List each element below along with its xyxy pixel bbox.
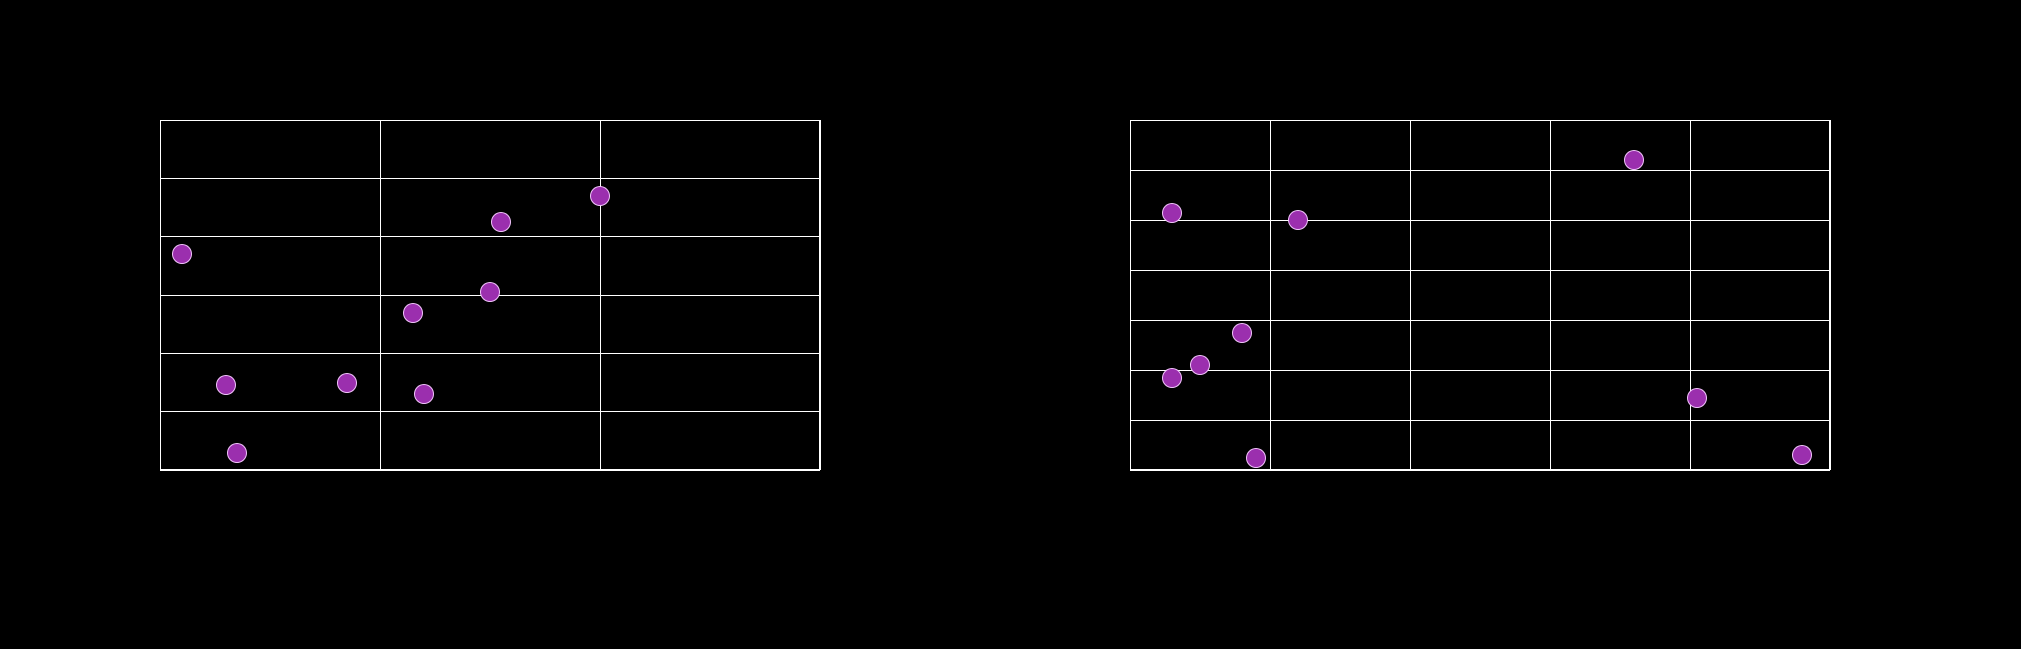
data-point xyxy=(404,304,422,322)
gridline-v xyxy=(1550,120,1551,470)
plot-area-right xyxy=(1130,120,1830,470)
data-point xyxy=(173,245,191,263)
gridline-h xyxy=(1130,320,1830,321)
gridline-h xyxy=(1130,220,1830,221)
data-point xyxy=(228,444,246,462)
data-point xyxy=(1289,211,1307,229)
data-point xyxy=(217,376,235,394)
gridline-v xyxy=(600,120,601,470)
gridline-h xyxy=(160,411,820,412)
gridline-h xyxy=(160,236,820,237)
data-point xyxy=(481,283,499,301)
data-point xyxy=(1191,356,1209,374)
gridline-v xyxy=(160,120,161,470)
gridline-v xyxy=(820,120,821,470)
data-point xyxy=(1688,389,1706,407)
gridline-v xyxy=(1270,120,1271,470)
gridline-h xyxy=(160,120,820,121)
gridline-v xyxy=(1830,120,1831,470)
data-point xyxy=(1163,369,1181,387)
plot-area-left xyxy=(160,120,820,470)
gridline-h xyxy=(160,178,820,179)
gridline-v xyxy=(1130,120,1131,470)
figure-canvas xyxy=(0,0,2021,649)
gridline-v xyxy=(1410,120,1411,470)
gridline-h xyxy=(1130,170,1830,171)
gridline-h xyxy=(160,353,820,354)
gridline-v xyxy=(1690,120,1691,470)
gridline-v xyxy=(380,120,381,470)
gridline-h xyxy=(1130,470,1830,471)
data-point xyxy=(415,385,433,403)
data-point xyxy=(1793,446,1811,464)
data-point xyxy=(492,213,510,231)
gridline-h xyxy=(160,470,820,471)
plot-border xyxy=(1130,120,1830,470)
gridline-h xyxy=(1130,370,1830,371)
gridline-h xyxy=(1130,420,1830,421)
data-point xyxy=(1163,204,1181,222)
gridline-h xyxy=(1130,120,1830,121)
gridline-h xyxy=(1130,270,1830,271)
data-point xyxy=(338,374,356,392)
data-point xyxy=(1247,449,1265,467)
data-point xyxy=(1625,151,1643,169)
data-point xyxy=(591,187,609,205)
data-point xyxy=(1233,324,1251,342)
